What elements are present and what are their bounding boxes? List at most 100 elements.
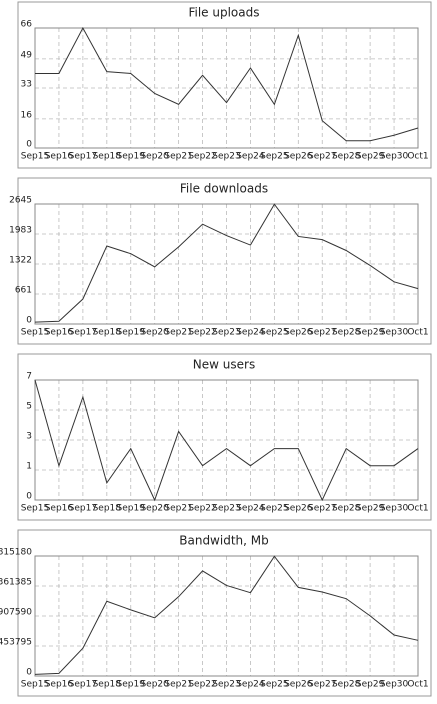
x-tick-label: Sep23 [212, 152, 240, 162]
x-tick-label: Sep21 [164, 328, 192, 338]
x-tick-label: Sep20 [140, 504, 169, 514]
x-tick-label: Sep17 [69, 152, 97, 162]
panel [17, 177, 432, 345]
line [34, 379, 419, 502]
x-tick-label: Oct1 [407, 328, 428, 338]
x-tick-label: Sep27 [308, 328, 336, 338]
x-tick-label: Sep19 [117, 504, 146, 514]
y-tick-label: 66 [21, 20, 33, 30]
x-tick-label: Sep21 [164, 504, 192, 514]
x-tick-label: Sep30 [380, 504, 409, 514]
x-tick-label: Sep22 [188, 504, 216, 514]
x-tick-label: Oct1 [407, 152, 428, 162]
x-tick-label: Sep16 [45, 680, 74, 690]
x-tick-label: Sep30 [380, 152, 409, 162]
y-tick-label: 5 [26, 402, 32, 412]
x-tick-label: Sep19 [117, 152, 146, 162]
x-tick-label: Sep26 [284, 328, 313, 338]
panel [17, 353, 432, 521]
panel [17, 1, 432, 169]
y-tick-label: 33 [21, 80, 32, 90]
y-tick-label: 16 [21, 110, 33, 120]
y-tick-label: 1322 [9, 256, 32, 266]
x-tick-label: Sep18 [93, 680, 122, 690]
y-tick-label: 0 [26, 316, 32, 326]
x-tick-label: Sep15 [21, 152, 49, 162]
x-tick-label: Sep15 [21, 504, 49, 514]
panel [17, 529, 432, 697]
x-tick-label: Sep26 [284, 680, 313, 690]
x-tick-label: Sep21 [164, 680, 192, 690]
x-tick-label: Sep16 [45, 504, 74, 514]
x-tick-label: Sep28 [332, 680, 361, 690]
x-tick-label: Sep27 [308, 504, 336, 514]
x-tick-label: Sep29 [356, 152, 385, 162]
x-tick-label: Sep25 [260, 680, 288, 690]
x-tick-label: Sep27 [308, 152, 336, 162]
x-tick-label: Sep17 [69, 680, 97, 690]
plot-frame [34, 379, 419, 501]
x-tick-label: Sep25 [260, 328, 288, 338]
x-tick-label: Sep24 [236, 328, 265, 338]
x-tick-label: Sep18 [93, 328, 122, 338]
x-tick-label: Sep22 [188, 680, 216, 690]
x-tick-label: Sep30 [380, 328, 409, 338]
y-tick-label: 49 [21, 50, 33, 60]
x-tick-label: Sep18 [93, 152, 122, 162]
y-tick-label: 0 [26, 140, 32, 150]
plot-frame [34, 203, 419, 325]
x-tick-label: Sep28 [332, 152, 361, 162]
line [34, 203, 419, 323]
y-tick-label: 3 [26, 432, 32, 442]
x-tick-label: Oct1 [407, 680, 428, 690]
x-tick-label: Sep16 [45, 152, 74, 162]
x-tick-label: Sep20 [140, 152, 169, 162]
x-tick-label: Sep24 [236, 504, 265, 514]
chart-title: File uploads [188, 6, 259, 20]
x-tick-label: Sep25 [260, 152, 288, 162]
x-tick-label: Sep19 [117, 680, 146, 690]
plot-frame [34, 555, 419, 677]
y-tick-label: 907590 [0, 608, 32, 618]
x-tick-label: Sep22 [188, 328, 216, 338]
y-tick-label: 1983 [9, 226, 32, 236]
x-tick-label: Sep19 [117, 328, 146, 338]
chart-title: Bandwidth, Mb [179, 534, 268, 548]
y-tick-label: 7 [26, 372, 32, 382]
x-tick-label: Sep24 [236, 680, 265, 690]
y-tick-label: 1361385 [0, 578, 32, 588]
x-tick-label: Sep23 [212, 680, 240, 690]
y-tick-label: 0 [26, 668, 32, 678]
chart-title: New users [193, 358, 255, 372]
x-tick-label: Sep20 [140, 680, 169, 690]
x-tick-label: Sep23 [212, 328, 240, 338]
x-tick-label: Sep15 [21, 328, 49, 338]
x-tick-label: Sep28 [332, 328, 361, 338]
y-tick-label: 453795 [0, 638, 32, 648]
y-tick-label: 1815180 [0, 548, 32, 558]
x-tick-label: Sep17 [69, 504, 97, 514]
y-tick-label: 1 [26, 462, 32, 472]
line [34, 555, 419, 675]
x-tick-label: Sep27 [308, 680, 336, 690]
x-tick-label: Sep20 [140, 328, 169, 338]
x-tick-label: Sep21 [164, 152, 192, 162]
x-tick-label: Sep28 [332, 504, 361, 514]
y-tick-label: 0 [26, 492, 32, 502]
y-tick-label: 661 [15, 286, 32, 296]
x-tick-label: Sep18 [93, 504, 122, 514]
x-tick-label: Sep16 [45, 328, 74, 338]
x-tick-label: Sep29 [356, 328, 385, 338]
x-tick-label: Sep23 [212, 504, 240, 514]
chart-title: File downloads [180, 182, 268, 196]
x-tick-label: Sep22 [188, 152, 216, 162]
x-tick-label: Sep26 [284, 152, 313, 162]
x-tick-label: Sep25 [260, 504, 288, 514]
x-tick-label: Sep24 [236, 152, 265, 162]
x-tick-label: Sep17 [69, 328, 97, 338]
x-tick-label: Sep15 [21, 680, 49, 690]
plot-frame [34, 27, 419, 149]
x-tick-label: Sep29 [356, 504, 385, 514]
